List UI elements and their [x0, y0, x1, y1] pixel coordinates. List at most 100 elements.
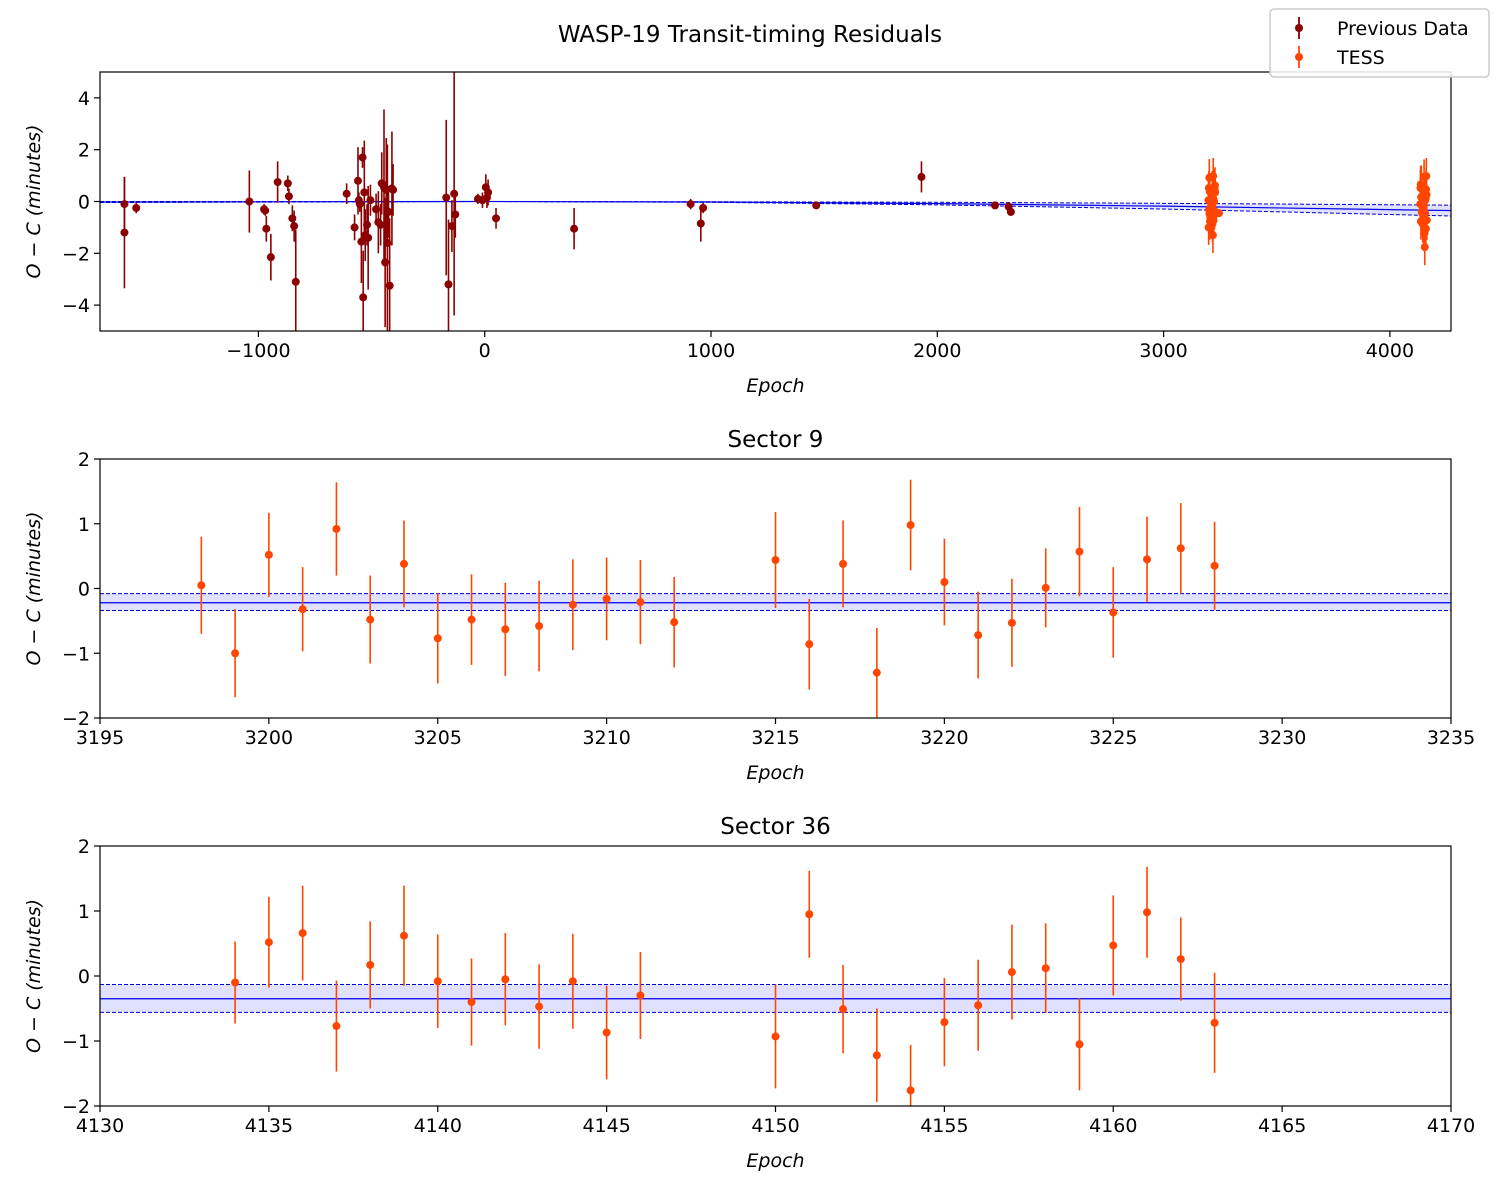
sector-36-tess-point [839, 1005, 848, 1014]
sector-36-tess-point [1075, 1040, 1084, 1049]
sector-9-tess-point [771, 556, 780, 565]
sector-9-tess-point [1210, 561, 1219, 570]
panel-all-data: −1000 0 1000 2000 3000 4000 −4 −2 0 2 4 Epoch O − C … [23, 71, 1452, 397]
sector-36-tess-point [636, 991, 645, 1000]
sector-9-tess-point [974, 631, 983, 640]
all-data-previous-point [359, 293, 368, 302]
sector-9-tess-point [940, 578, 949, 587]
panel-sector-36: 4130 4135 4140 4145 4150 4155 4160 4165 4170 −2 −1… [23, 814, 1475, 1172]
all-data-previous-point [363, 220, 372, 229]
sector-36-x-tick-label: 4170 [1427, 1115, 1475, 1137]
sector-36-tess-point [1041, 964, 1050, 973]
sector-36-tess-point [906, 1086, 915, 1095]
sector-9-x-tick-label: 3215 [751, 727, 799, 749]
all-data-x-tick-label: 3000 [1139, 340, 1187, 362]
panel-sector-9: 3195 3200 3205 3210 3215 3220 3225 3230 3235 −2 −1… [23, 427, 1475, 784]
all-data-plot-area [100, 72, 1451, 331]
sector-9-tess-point [197, 581, 206, 590]
sector-9-x-axis-label: Epoch [746, 762, 804, 784]
sector-9-y-tick-label: 1 [78, 514, 90, 536]
sector-9-tess-point [1109, 608, 1118, 617]
sector-36-tess-point [1176, 955, 1185, 964]
all-data-previous-point [389, 185, 398, 194]
sector-36-x-axis-label: Epoch [746, 1150, 804, 1172]
all-data-previous-point [444, 280, 453, 289]
sector-9-plot-area [100, 479, 1451, 718]
sector-36-y-tick-label: −1 [62, 1031, 90, 1053]
all-data-previous-point [442, 193, 451, 202]
sector-9-tess-point [839, 559, 848, 568]
all-data-previous-point [273, 178, 282, 187]
sector-9-tess-point [467, 615, 476, 624]
sector-36-y-tick-label: 0 [78, 966, 90, 988]
all-data-x-tick-label: 4000 [1366, 340, 1414, 362]
sector-36-tess-point [805, 910, 814, 919]
sector-9-tess-point [298, 605, 307, 614]
sector-9-tess-point [264, 550, 273, 559]
sector-9-tess-point [332, 524, 341, 533]
sector-36-tess-point [467, 998, 476, 1006]
all-data-tess-point [1420, 243, 1429, 252]
sector-36-title: Sector 36 [720, 814, 831, 840]
sector-36-tess-point [535, 1002, 544, 1011]
all-data-previous-point [283, 179, 292, 188]
all-data-previous-point [570, 224, 579, 233]
sector-36-tess-point [298, 929, 307, 938]
sector-36-x-tick-label: 4165 [1258, 1115, 1306, 1137]
sector-9-tess-point [501, 625, 510, 634]
sector-36-tess-point [1007, 968, 1016, 977]
sector-36-tess-point [264, 938, 273, 947]
sector-36-x-tick-label: 4130 [76, 1115, 124, 1137]
sector-9-x-tick-label: 3225 [1089, 727, 1137, 749]
sector-9-tess-point [805, 640, 814, 649]
sector-36-y-axis-label: O − C (minutes) [23, 899, 45, 1053]
all-data-previous-point [355, 200, 364, 209]
sector-9-tess-point [602, 594, 611, 603]
all-data-previous-point [450, 189, 459, 198]
all-data-previous-point [991, 201, 1000, 210]
all-data-previous-point [699, 203, 708, 212]
all-data-y-tick-label: −2 [62, 243, 90, 265]
all-data-previous-point [364, 233, 373, 242]
sector-9-title: Sector 9 [728, 427, 824, 453]
all-data-previous-point [686, 200, 695, 209]
sector-36-tess-point [332, 1022, 341, 1031]
legend-marker-tess [1295, 53, 1303, 61]
all-data-previous-point [384, 207, 393, 216]
legend-marker-previous [1295, 24, 1303, 32]
sector-36-x-tick-label: 4145 [582, 1115, 630, 1137]
all-data-previous-point [291, 277, 300, 286]
sector-36-y-tick-label: 2 [78, 836, 90, 858]
all-data-tess-point [1421, 224, 1430, 233]
all-data-x-tick-label: 1000 [687, 340, 735, 362]
all-data-previous-point [812, 201, 821, 210]
all-data-previous-point [358, 153, 367, 162]
sector-9-tess-point [568, 600, 577, 609]
sector-9-tess-point [231, 649, 240, 658]
sector-36-tess-point [366, 960, 375, 969]
all-data-y-tick-label: −4 [62, 295, 90, 317]
sector-36-x-tick-label: 4140 [414, 1115, 462, 1137]
all-data-previous-point [132, 203, 141, 212]
all-data-previous-point [284, 192, 293, 201]
all-data-previous-point [266, 253, 275, 262]
all-data-previous-point [492, 214, 501, 223]
sector-9-y-tick-label: −2 [62, 708, 90, 730]
sector-9-x-tick-label: 3205 [414, 727, 462, 749]
sector-9-x-tick-label: 3220 [920, 727, 968, 749]
all-data-previous-point [385, 281, 394, 290]
sector-9-tess-point [872, 668, 881, 677]
sector-36-x-tick-label: 4155 [920, 1115, 968, 1137]
all-data-previous-point [290, 222, 299, 231]
sector-36-tess-point [1109, 941, 1118, 950]
all-data-previous-point [360, 188, 369, 197]
sector-36-x-tick-label: 4135 [245, 1115, 293, 1137]
all-data-y-tick-label: 2 [78, 140, 90, 162]
sector-9-tess-point [1041, 583, 1050, 592]
sector-9-x-tick-label: 3195 [76, 727, 124, 749]
sector-9-y-tick-label: 0 [78, 579, 90, 601]
all-data-previous-point [120, 228, 129, 237]
all-data-previous-point [353, 176, 362, 185]
legend-label-previous: Previous Data [1337, 18, 1469, 40]
